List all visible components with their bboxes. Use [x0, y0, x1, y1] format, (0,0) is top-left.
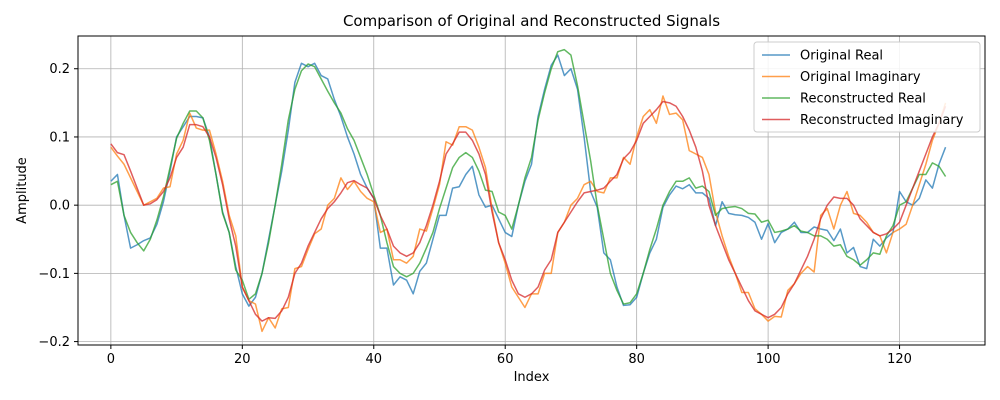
y-tick-label: −0.2 — [38, 335, 70, 350]
series-line-reconstructed-imaginary — [110, 100, 947, 322]
x-tick-label: 20 — [234, 352, 251, 367]
y-tick-label: 0.0 — [49, 199, 70, 214]
chart-title: Comparison of Original and Reconstructed… — [343, 12, 720, 30]
legend-label: Reconstructed Imaginary — [800, 113, 964, 128]
y-tick-label: −0.1 — [38, 267, 70, 282]
x-tick-label: 40 — [365, 352, 382, 367]
legend-label: Original Imaginary — [800, 70, 921, 85]
plot-frame — [77, 35, 986, 346]
x-axis-label: Index — [514, 370, 550, 385]
y-axis-label: Amplitude — [15, 157, 30, 224]
plot-lines — [110, 48, 947, 333]
legend-label: Reconstructed Real — [800, 92, 926, 107]
x-tick-label: 0 — [107, 352, 115, 367]
x-tick-label: 80 — [628, 352, 645, 367]
y-tick-label: 0.2 — [49, 62, 70, 77]
legend-label: Original Real — [800, 49, 883, 64]
x-tick-label: 100 — [756, 352, 781, 367]
legend: Original Real Original Imaginary Reconstru… — [753, 41, 981, 133]
x-tick-label: 60 — [497, 352, 514, 367]
y-tick-label: 0.1 — [49, 130, 70, 145]
legend-box — [753, 41, 981, 133]
series-line-reconstructed-real — [110, 48, 947, 305]
axis-ticks: 0 20 40 60 80 100 120 −0.2 −0.1 0.0 0.1 0.2 — [38, 62, 912, 367]
x-tick-label: 120 — [887, 352, 912, 367]
